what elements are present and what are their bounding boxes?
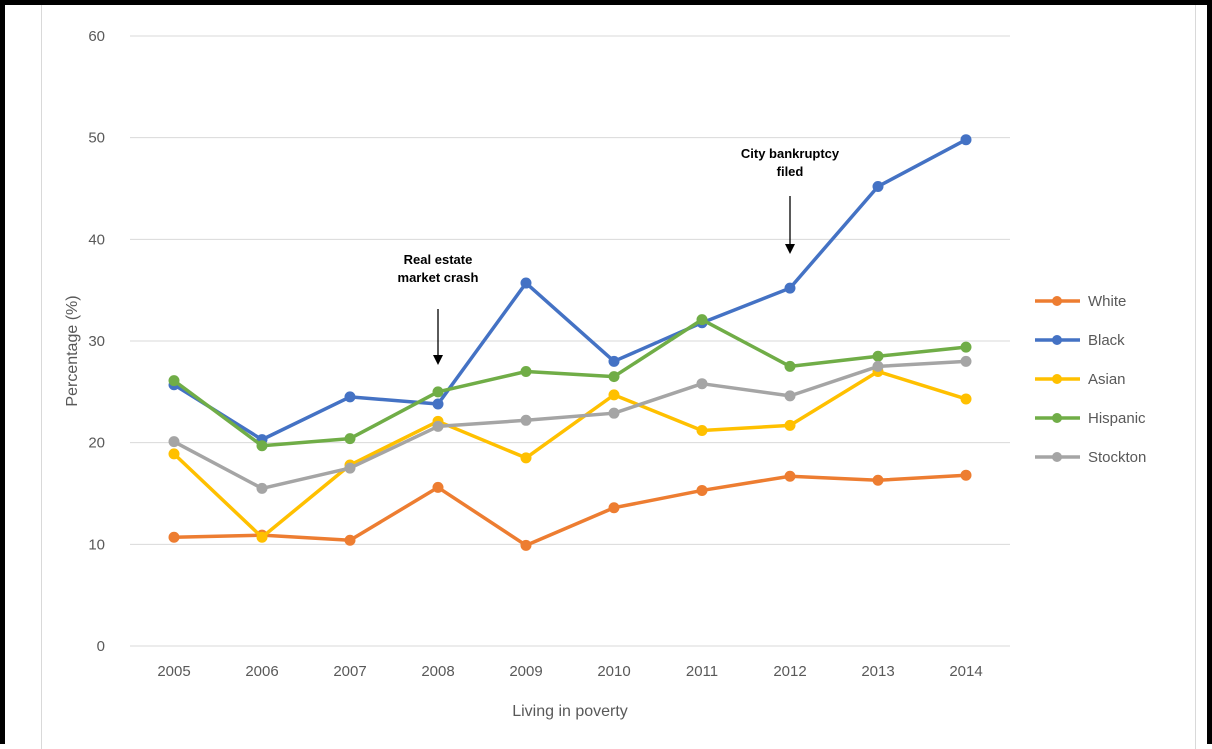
- series-line-asian: [172, 369, 968, 539]
- series-line-white: [172, 473, 968, 548]
- data-point-hispanic: [520, 366, 532, 377]
- data-point-black: [344, 391, 356, 403]
- data-point-white: [696, 484, 708, 496]
- data-point-asian: [608, 389, 620, 401]
- data-point-hispanic: [168, 375, 180, 387]
- annotation-arrow-head: [785, 244, 795, 254]
- legend-label: Asian: [1088, 371, 1126, 388]
- series-line-stockton: [172, 359, 968, 491]
- data-point-asian: [960, 393, 972, 405]
- annotation-label: market crash: [398, 270, 479, 285]
- x-tick-label: 2008: [421, 663, 454, 680]
- legend-swatch-marker: [1052, 374, 1062, 384]
- data-point-black: [432, 398, 444, 410]
- legend-swatch-marker: [1052, 452, 1062, 462]
- data-point-white: [432, 481, 444, 493]
- data-point-stockton: [256, 482, 268, 494]
- data-point-asian: [256, 531, 268, 543]
- data-point-stockton: [344, 462, 356, 474]
- y-tick-label: 60: [88, 28, 105, 45]
- x-tick-label: 2013: [861, 663, 894, 680]
- x-tick-label: 2007: [333, 663, 366, 680]
- legend-label: Stockton: [1088, 449, 1146, 466]
- legend-label: Black: [1088, 332, 1125, 349]
- x-tick-label: 2009: [509, 663, 542, 680]
- annotation-label: City bankruptcy: [741, 146, 840, 161]
- annotation-arrow-head: [433, 355, 443, 365]
- y-tick-label: 20: [88, 435, 105, 452]
- data-point-black: [872, 180, 884, 192]
- data-point-hispanic: [344, 433, 356, 445]
- data-point-hispanic: [784, 360, 796, 372]
- series-line-hispanic: [172, 317, 968, 448]
- x-tick-label: 2005: [157, 663, 190, 680]
- data-point-hispanic: [960, 341, 972, 353]
- series-line-black: [172, 137, 968, 442]
- data-point-black: [784, 282, 796, 294]
- legend-label: Hispanic: [1088, 410, 1146, 427]
- y-tick-label: 50: [88, 130, 105, 147]
- data-point-hispanic: [432, 386, 444, 398]
- y-tick-label: 30: [88, 333, 105, 350]
- annotation-label: Real estate: [404, 252, 473, 267]
- data-point-stockton: [784, 390, 796, 402]
- y-tick-label: 0: [97, 638, 105, 655]
- data-point-white: [872, 474, 884, 486]
- data-point-white: [520, 539, 532, 551]
- y-tick-label: 10: [88, 536, 105, 553]
- chart-area-border: [41, 5, 1196, 749]
- data-point-asian: [696, 424, 708, 436]
- data-point-stockton: [696, 378, 708, 390]
- data-point-black: [608, 355, 620, 367]
- annotation-label: filed: [777, 164, 804, 179]
- legend-swatch-marker: [1052, 413, 1062, 423]
- data-point-asian: [168, 448, 180, 460]
- legend-swatch-marker: [1052, 335, 1062, 345]
- data-point-white: [608, 502, 620, 514]
- y-axis-title: Percentage (%): [64, 295, 81, 406]
- x-tick-label: 2006: [245, 663, 278, 680]
- x-tick-label: 2014: [949, 663, 982, 680]
- data-point-white: [168, 531, 180, 543]
- data-point-hispanic: [608, 371, 620, 383]
- data-point-black: [960, 134, 972, 146]
- x-tick-label: 2012: [773, 663, 806, 680]
- legend-swatch-marker: [1052, 296, 1062, 306]
- data-point-asian: [520, 452, 532, 464]
- data-point-stockton: [432, 420, 444, 432]
- y-tick-label: 40: [88, 231, 105, 248]
- x-axis-title: Living in poverty: [512, 703, 628, 720]
- x-tick-label: 2011: [686, 663, 718, 680]
- legend-label: White: [1088, 293, 1126, 310]
- data-point-stockton: [168, 436, 180, 448]
- data-point-hispanic: [256, 440, 268, 452]
- data-point-stockton: [608, 407, 620, 419]
- data-point-stockton: [520, 414, 532, 426]
- data-point-stockton: [872, 360, 884, 372]
- data-point-black: [520, 277, 532, 289]
- data-point-stockton: [960, 355, 972, 367]
- data-point-white: [784, 470, 796, 482]
- data-point-hispanic: [872, 350, 884, 362]
- data-point-white: [960, 469, 972, 481]
- data-point-white: [344, 534, 356, 546]
- x-tick-label: 2010: [597, 663, 630, 680]
- data-point-hispanic: [696, 314, 708, 326]
- line-chart: 0 10 20 30 40 50 60 2005 2006 2007 2008 2009 2010 201…: [64, 28, 1146, 720]
- data-point-asian: [784, 419, 796, 431]
